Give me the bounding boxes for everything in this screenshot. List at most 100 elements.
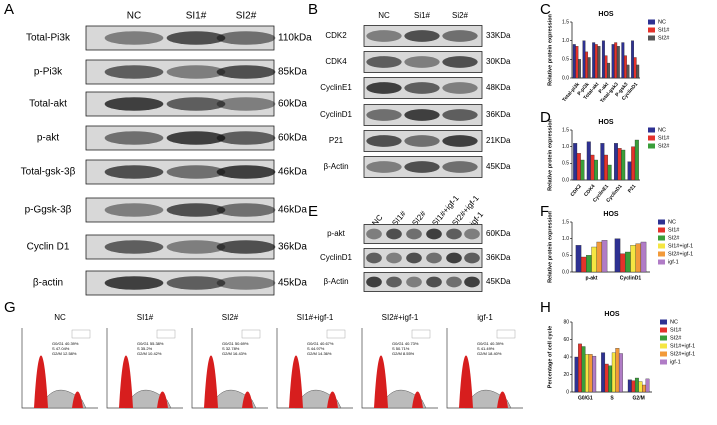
bar [634, 377, 639, 393]
blot-band [166, 165, 226, 179]
bar [588, 354, 593, 393]
y-tick-label: 1.0 [562, 38, 569, 44]
bar [585, 51, 589, 79]
blot-band [366, 82, 402, 94]
mw-label: 85kDa [278, 67, 307, 78]
mw-label: 21KDa [486, 136, 511, 145]
flow-g2-peak [157, 391, 168, 408]
blot-band [366, 276, 382, 288]
bar [592, 355, 597, 393]
bar [640, 241, 647, 273]
legend-swatch [648, 135, 655, 141]
bar [627, 379, 632, 393]
y-tick-label: 1.0 [562, 144, 569, 150]
y-tick-label: 1.5 [562, 219, 569, 225]
flow-title: SI2#+igf-1 [382, 313, 419, 322]
bar [607, 62, 611, 79]
bar [619, 253, 626, 273]
row-label: CDK4 [325, 57, 347, 66]
flow-g1-peak [374, 355, 388, 408]
panel-label: G [4, 299, 16, 316]
row-label: CyclinE1 [320, 83, 352, 92]
y-tick-label: 80 [563, 319, 569, 325]
blot-band [386, 228, 402, 240]
chart-title: HOS [598, 11, 614, 18]
flow-title: SI1#+igf-1 [297, 313, 334, 322]
x-tick-label: G0/G1 [578, 395, 593, 401]
chart-title: HOS [598, 119, 614, 126]
bar [601, 40, 605, 79]
chart-title: HOS [604, 311, 620, 318]
flow-g2-peak [72, 391, 83, 408]
mw-label: 60kDa [278, 133, 307, 144]
bar [580, 256, 587, 273]
mw-label: 46kDa [278, 205, 307, 216]
flow-stat: G0/G1 40.67% [307, 341, 334, 346]
bar [582, 40, 586, 79]
bar [572, 44, 576, 79]
bar [575, 245, 582, 273]
lane-label: Si2# [452, 11, 469, 20]
blot-band [442, 135, 478, 147]
panel-label: E [308, 203, 318, 220]
bar [585, 354, 590, 393]
blot-band [366, 228, 382, 240]
legend-label: igf-1 [668, 259, 679, 265]
legend-label: NC [658, 127, 666, 133]
blot-band [404, 135, 440, 147]
panel-label: C [540, 1, 551, 18]
panel-label: F [540, 203, 549, 220]
flow-stat: G2/M 8.55% [392, 351, 415, 356]
bar [621, 42, 625, 79]
lane-label: Si1# [414, 11, 431, 20]
mw-label: 45KDa [486, 162, 511, 171]
row-label: p-akt [37, 133, 59, 144]
bar [591, 246, 597, 273]
bar [614, 42, 618, 79]
flow-stat: G0/G1 40.39% [477, 341, 504, 346]
bar [604, 363, 609, 393]
y-axis-label: Percentage of cell cycle [547, 326, 553, 388]
legend-label: SI2#+igf-1 [668, 251, 693, 257]
x-tick-label: CDK2 [570, 183, 583, 197]
legend-swatch [660, 351, 667, 357]
y-tick-label: 0.5 [562, 253, 569, 259]
row-label: P21 [329, 136, 344, 145]
blot-band [464, 228, 480, 240]
bar [580, 159, 585, 181]
blot-band [426, 228, 442, 240]
row-label: Cyclin D1 [27, 242, 70, 253]
mw-label: 48KDa [486, 83, 511, 92]
panel-label: B [308, 1, 318, 18]
bar [645, 378, 650, 393]
blot-band [104, 131, 164, 145]
bar [607, 164, 612, 181]
blot-band [404, 82, 440, 94]
row-label: Total-gsk-3β [21, 167, 76, 178]
flow-legend [241, 329, 261, 339]
bar [592, 42, 596, 79]
bar [586, 141, 591, 181]
legend-label: NC [668, 219, 676, 225]
legend-swatch [660, 359, 667, 365]
bar [630, 245, 636, 273]
row-label: CyclinD1 [320, 253, 353, 262]
blot-band [216, 131, 276, 145]
legend-swatch [658, 243, 665, 249]
bar [618, 353, 623, 393]
bar [636, 64, 640, 79]
blot-band [386, 252, 402, 264]
blot-band [104, 31, 164, 45]
y-tick-label: 0.0 [562, 75, 569, 81]
legend-swatch [648, 127, 655, 133]
mw-label: 33KDa [486, 31, 511, 40]
y-tick-label: 1.5 [562, 127, 569, 133]
flow-legend [326, 329, 346, 339]
bar [596, 241, 603, 273]
blot-band [366, 161, 402, 173]
bar [625, 251, 631, 273]
row-label: p-akt [327, 229, 346, 238]
y-axis-label: Relative protein expression [547, 118, 553, 190]
y-tick-label: 20 [563, 372, 569, 378]
y-axis-label: Relative protein expression [547, 13, 553, 85]
